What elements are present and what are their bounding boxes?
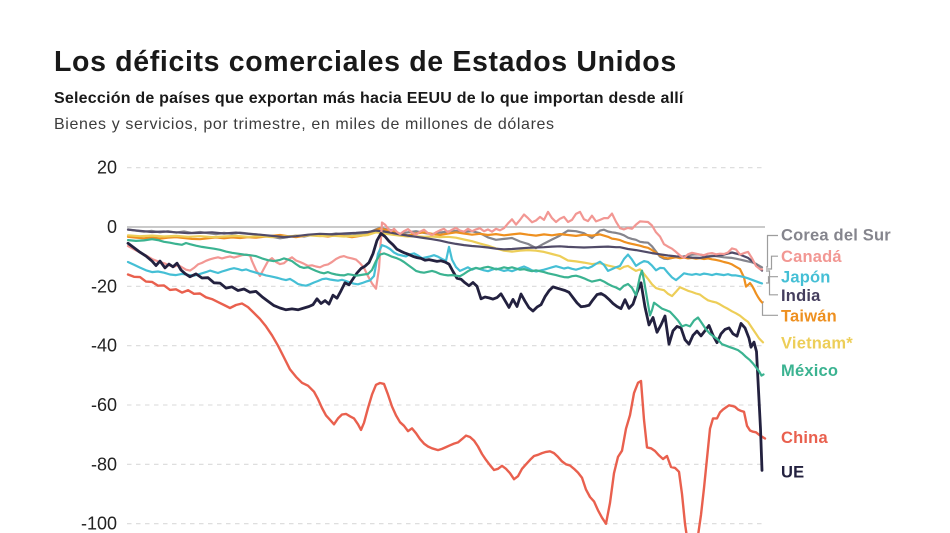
svg-text:Canadá: Canadá bbox=[781, 248, 842, 266]
svg-text:-80: -80 bbox=[91, 454, 117, 474]
svg-text:0: 0 bbox=[107, 217, 117, 237]
svg-text:India: India bbox=[781, 287, 821, 305]
svg-text:Vietnam*: Vietnam* bbox=[781, 335, 853, 353]
svg-text:México: México bbox=[781, 362, 838, 380]
svg-text:20: 20 bbox=[97, 158, 117, 178]
svg-text:-40: -40 bbox=[91, 336, 117, 356]
svg-text:-20: -20 bbox=[91, 276, 117, 296]
svg-text:-100: -100 bbox=[81, 514, 117, 533]
svg-text:China: China bbox=[781, 429, 828, 447]
svg-text:Corea del Sur: Corea del Sur bbox=[781, 227, 891, 245]
svg-text:-60: -60 bbox=[91, 395, 117, 415]
svg-text:Taiwán: Taiwán bbox=[781, 307, 837, 325]
svg-text:Japón: Japón bbox=[781, 269, 831, 287]
svg-text:UE: UE bbox=[781, 464, 804, 482]
